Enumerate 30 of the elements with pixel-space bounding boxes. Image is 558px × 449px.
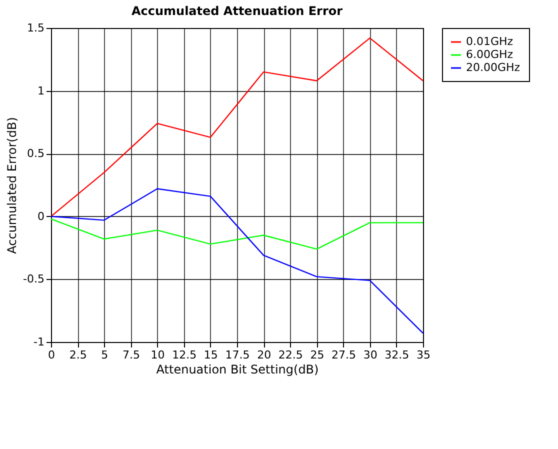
legend-label: 6.00GHz <box>466 48 514 61</box>
x-tick-label: 2.5 <box>69 348 87 362</box>
line-series <box>50 188 424 334</box>
x-tick-label: 10 <box>150 348 165 362</box>
x-tick-label: 25 <box>310 348 324 362</box>
line-series <box>50 218 424 250</box>
legend-label: 20.00GHz <box>466 61 520 74</box>
x-tick-label: 22.5 <box>278 348 303 362</box>
line-series <box>50 37 424 217</box>
x-tick-label: 15 <box>204 348 218 362</box>
x-tick-label: 5 <box>101 348 108 362</box>
y-tick-label: 1.5 <box>27 22 44 34</box>
x-tick-label: 20 <box>257 348 272 362</box>
x-tick-label: 7.5 <box>122 348 140 362</box>
x-tick-label: 30 <box>363 348 378 362</box>
x-tick-label: 32.5 <box>384 348 410 362</box>
x-tick-label: 12.5 <box>172 348 197 362</box>
y-tick-label: 0.5 <box>27 147 44 160</box>
y-tick-label: -1 <box>34 336 44 348</box>
y-tick-label: 1 <box>38 84 44 98</box>
chart-title: Accumulated Attenuation Error <box>131 4 343 18</box>
y-axis-title: Accumulated Error(dB) <box>5 117 20 254</box>
x-axis-title: Attenuation Bit Setting(dB) <box>156 362 319 376</box>
x-tick-label: 17.5 <box>225 348 250 362</box>
y-tick-label: -0.5 <box>23 272 44 286</box>
x-tick-label: 0 <box>48 348 55 362</box>
x-tick-label: 35 <box>416 348 430 362</box>
y-tick-label: 0 <box>38 210 44 223</box>
x-tick-label: 27.5 <box>332 348 356 362</box>
legend-label: 0.01GHz <box>466 35 514 48</box>
